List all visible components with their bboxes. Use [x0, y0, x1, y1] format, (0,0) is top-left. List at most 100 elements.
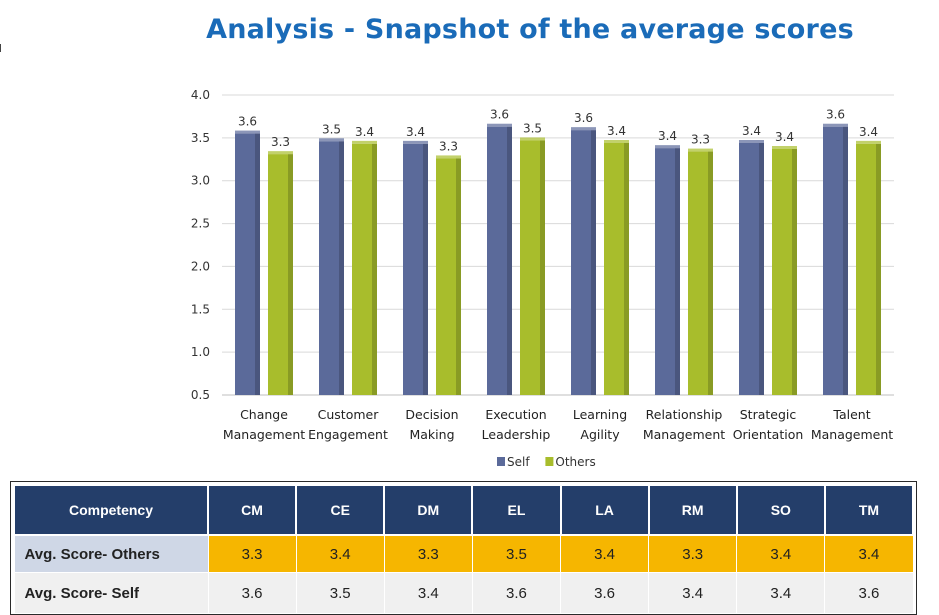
bar-cap	[403, 140, 428, 144]
data-label: 3.4	[406, 125, 425, 139]
row-label-self: Avg. Score- Self	[13, 572, 209, 614]
y-tick-label: 1.5	[191, 302, 210, 316]
bar-body	[655, 148, 680, 395]
bar-cap	[655, 145, 680, 149]
data-label: 3.4	[607, 124, 626, 138]
y-tick-label: 0.5	[191, 388, 210, 402]
bar-shade	[507, 126, 512, 395]
data-label: 3.4	[859, 125, 878, 139]
bar-shade	[876, 143, 881, 395]
bar-chart: 0.5 1.0 1.5 2.0 2.5 3.0 3.5 4.0 3.6 3.3 Change Mana…	[191, 88, 894, 469]
bar-body	[823, 126, 848, 395]
table-cell: 3.4	[559, 534, 650, 573]
row-label-others: Avg. Score- Others	[13, 534, 209, 573]
data-label: 3.5	[322, 122, 341, 136]
bar-body	[739, 143, 764, 395]
table-cell: 3.6	[471, 572, 562, 614]
table-cell: 3.4	[648, 572, 738, 614]
bar-shade	[708, 151, 713, 395]
x-tick-label: Agility	[580, 427, 620, 442]
corner-mark	[0, 44, 1, 52]
table-header-cell: EL	[471, 484, 562, 536]
bar-body	[604, 143, 629, 395]
table-cell: 3.6	[824, 572, 914, 614]
bar-shade	[591, 130, 596, 395]
data-label: 3.6	[238, 115, 257, 129]
x-tick-label: Management	[643, 427, 725, 442]
data-label: 3.6	[826, 108, 845, 122]
table-cell: 3.4	[736, 572, 826, 614]
x-tick-label: Management	[811, 427, 893, 442]
data-label: 3.3	[691, 133, 710, 147]
y-tick-label: 3.5	[191, 131, 210, 145]
data-label: 3.3	[271, 135, 290, 149]
x-tick-label: Talent	[832, 407, 870, 422]
x-tick-label: Decision	[405, 407, 458, 422]
legend-swatch-others	[545, 457, 554, 466]
bar-cap	[352, 140, 377, 144]
bar-self	[739, 140, 764, 395]
x-tick-label: Management	[223, 427, 305, 442]
table-header-row: Competency CM CE DM EL LA RM SO TM	[13, 484, 915, 536]
x-tick-label: Leadership	[482, 427, 551, 442]
data-label: 3.4	[658, 129, 677, 143]
x-tick-label: Strategic	[740, 407, 797, 422]
y-tick-label: 4.0	[191, 88, 210, 102]
x-tick-label: Making	[409, 427, 454, 442]
bar-cap	[739, 140, 764, 143]
bar-self	[235, 130, 260, 396]
table-header-cell: TM	[823, 484, 915, 536]
table-header-competency: Competency	[13, 484, 209, 536]
bar-shade	[339, 141, 344, 395]
bar-shade	[456, 158, 461, 395]
bar-cap	[436, 155, 461, 159]
page-title: Analysis - Snapshot of the average score…	[206, 14, 854, 45]
bar-shade	[792, 149, 797, 395]
bar-shade	[843, 126, 848, 395]
table-row-others: Avg. Score- Others 3.3 3.4 3.3 3.5 3.4 3…	[13, 534, 914, 573]
y-tick-label: 2.0	[191, 259, 210, 273]
bar-cap	[571, 127, 596, 131]
bar-cap	[487, 123, 512, 127]
bar-others	[688, 148, 713, 395]
table-header-cell: RM	[647, 484, 738, 536]
table-row-self: Avg. Score- Self 3.6 3.5 3.4 3.6 3.6 3.4…	[13, 572, 914, 614]
bar-self	[319, 138, 344, 395]
data-label: 3.4	[355, 125, 374, 139]
bar-cap	[319, 138, 344, 142]
bar-body	[352, 143, 377, 395]
table-header-cell: DM	[383, 484, 474, 536]
bar-others	[604, 140, 629, 395]
data-label: 3.4	[775, 130, 794, 144]
bar-others	[436, 155, 461, 395]
table-header-cell: CE	[295, 484, 386, 536]
x-tick-label: Relationship	[646, 407, 723, 422]
table-cell: 3.6	[559, 572, 650, 614]
bar-shade	[423, 143, 428, 395]
bar-self	[655, 145, 680, 395]
bar-self	[487, 123, 512, 395]
bar-body	[235, 133, 260, 396]
bar-cap	[772, 146, 797, 149]
bar-self	[403, 140, 428, 395]
table-cell: 3.3	[383, 534, 473, 573]
bar-self	[571, 127, 596, 395]
bar-cap	[235, 130, 260, 134]
bar-cap	[823, 123, 848, 127]
bar-body	[688, 151, 713, 395]
data-label: 3.3	[439, 139, 458, 153]
table-cell: 3.4	[295, 534, 385, 573]
bar-shade	[288, 154, 293, 395]
x-tick-label: Execution	[485, 407, 546, 422]
data-label: 3.4	[742, 124, 761, 138]
bar-shade	[675, 148, 680, 395]
bar-shade	[759, 143, 764, 395]
y-tick-label: 1.0	[191, 345, 210, 359]
x-tick-label: Customer	[318, 407, 380, 422]
bar-body	[403, 143, 428, 395]
bar-cap	[520, 137, 545, 141]
table-header-cell: LA	[559, 484, 650, 536]
table-cell: 3.3	[207, 534, 297, 573]
table-cell: 3.5	[295, 572, 385, 614]
bar-body	[772, 149, 797, 395]
